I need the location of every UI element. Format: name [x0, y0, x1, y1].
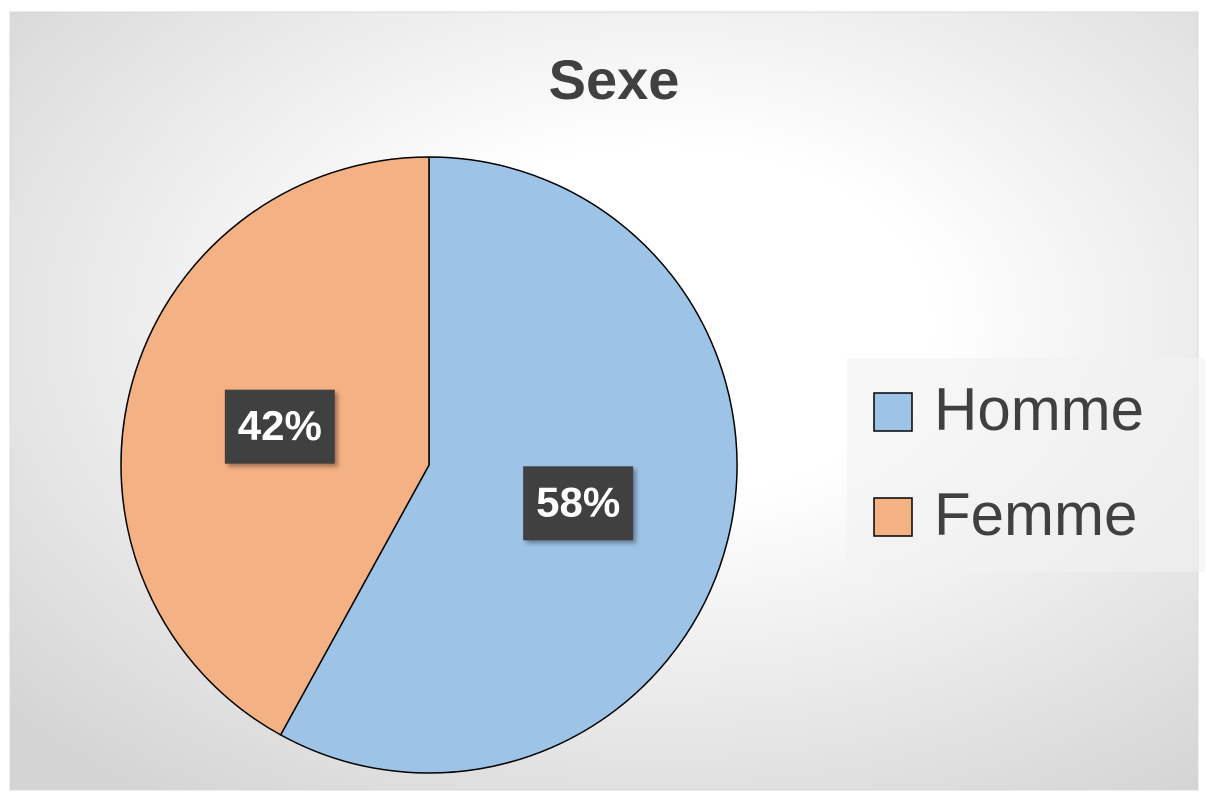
chart-title: Sexe — [549, 48, 680, 111]
legend-label: Homme — [934, 376, 1144, 443]
legend-label: Femme — [934, 481, 1137, 548]
legend-swatch — [873, 392, 913, 432]
data-label-box — [224, 389, 335, 464]
data-label: 42% — [224, 389, 335, 464]
data-label-box — [523, 466, 634, 541]
pie-slice — [279, 156, 738, 774]
data-label-text: 42% — [238, 402, 322, 449]
data-label-text: 58% — [536, 478, 620, 525]
legend-swatch — [873, 497, 913, 537]
data-label: 58% — [523, 466, 634, 541]
